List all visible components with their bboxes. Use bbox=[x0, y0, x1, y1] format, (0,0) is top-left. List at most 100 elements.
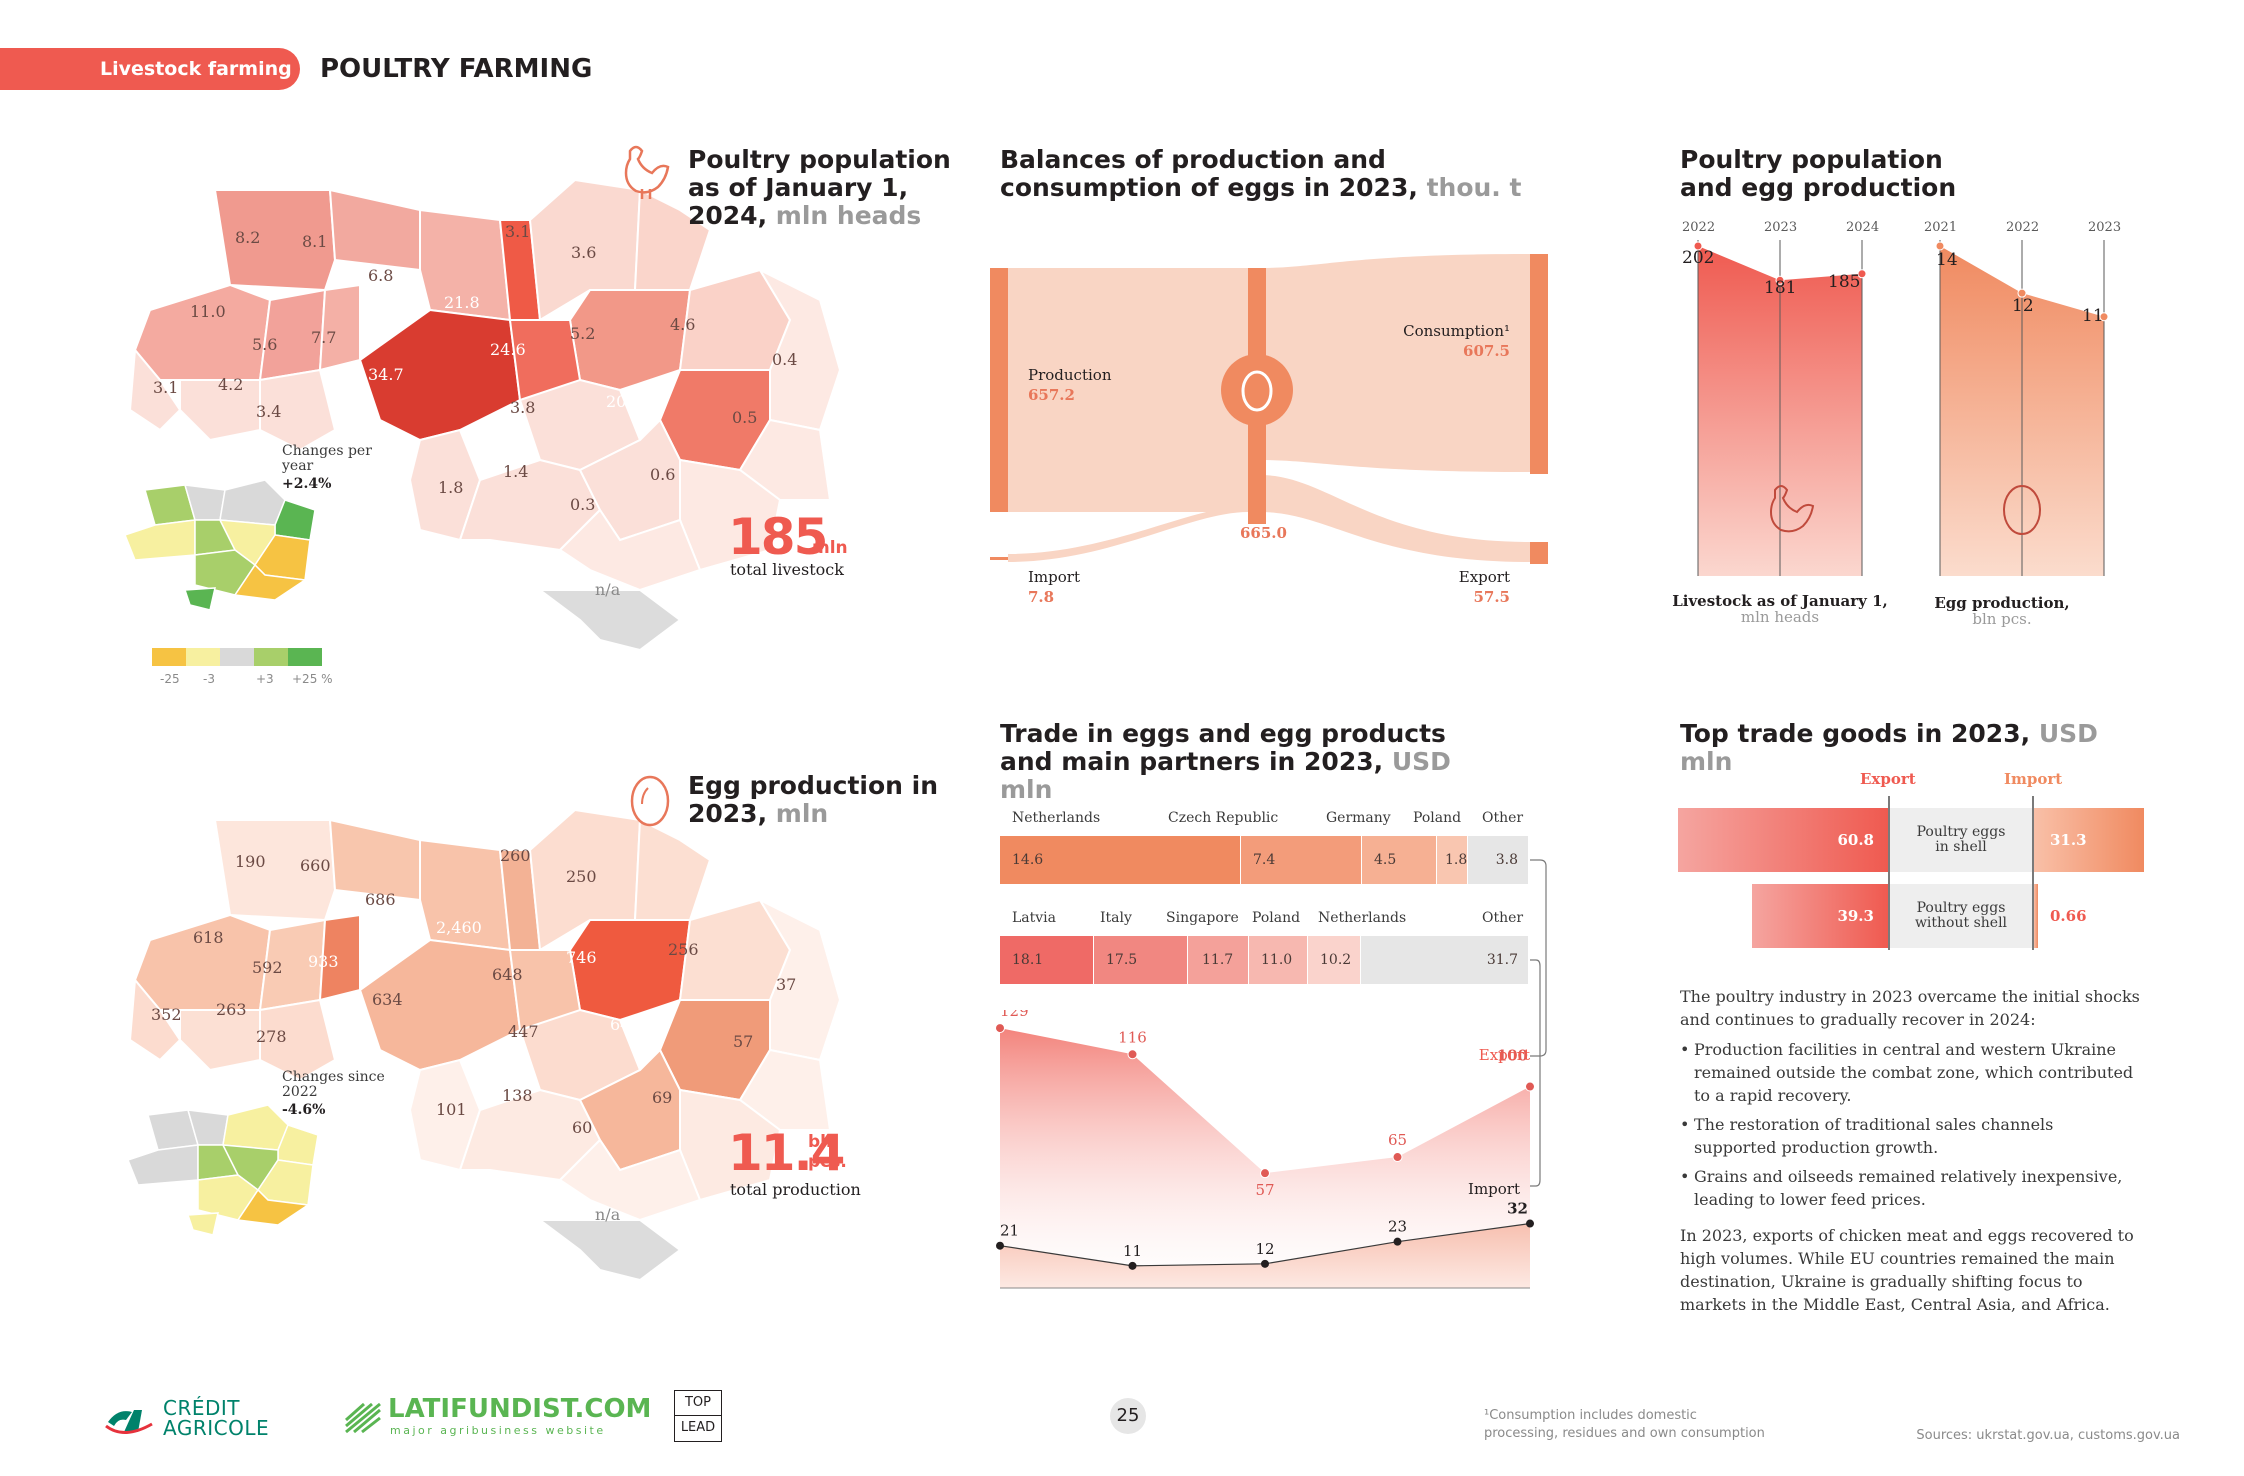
egg-icon bbox=[630, 775, 670, 827]
region-value: 69 bbox=[652, 1088, 673, 1107]
region-value: 618 bbox=[193, 928, 224, 947]
region-value: 256 bbox=[668, 940, 699, 959]
export-partner-bar: 3.8 bbox=[1468, 836, 1528, 884]
egg-point bbox=[1935, 241, 1945, 251]
egg-value: 12 bbox=[2012, 296, 2034, 316]
import-bar bbox=[2034, 884, 2038, 948]
chicken-icon bbox=[624, 145, 670, 199]
export-partner-name: Other bbox=[1482, 810, 1524, 826]
livestock-unit: mln heads bbox=[1740, 608, 1820, 626]
egg-total-value: 11.4 bbox=[728, 1124, 845, 1182]
export-partner-name: Netherlands bbox=[1012, 810, 1101, 826]
year-label: 2024 bbox=[1846, 220, 1880, 235]
region-value: 686 bbox=[365, 890, 396, 909]
import-partner-bar: 17.5 bbox=[1094, 936, 1187, 984]
import-value-label: 0.66 bbox=[2050, 907, 2087, 925]
export-value-label: 116 bbox=[1118, 1028, 1147, 1046]
region-value: 352 bbox=[151, 1005, 182, 1024]
poultry-total-unit: mln bbox=[812, 538, 848, 558]
egg-icon bbox=[1241, 370, 1273, 412]
import-partner-bar: 31.7 bbox=[1361, 936, 1528, 984]
import-series-label: Import bbox=[1468, 1180, 1520, 1198]
section-tag-label: Livestock farming bbox=[100, 58, 292, 80]
import-partner-name: Latvia bbox=[1012, 910, 1057, 926]
export-value-label: 100 bbox=[1497, 1047, 1528, 1065]
region-value: 5.6 bbox=[252, 335, 278, 354]
legend-label: -25 bbox=[160, 672, 180, 686]
poultry-change-value: +2.4% bbox=[282, 476, 332, 492]
region-value: 60 bbox=[572, 1118, 593, 1137]
page-number: 25 bbox=[1110, 1398, 1146, 1434]
poultry-change-minimap bbox=[125, 480, 316, 610]
region-value: 7.7 bbox=[311, 328, 337, 347]
poultry-total-value: 185 bbox=[728, 508, 828, 566]
latifundist-logo: LATIFUNDIST.COM bbox=[388, 1394, 652, 1424]
sources: Sources: ukrstat.gov.ua, customs.gov.ua bbox=[1916, 1428, 2180, 1443]
import-point bbox=[1526, 1219, 1534, 1228]
region-value: 592 bbox=[252, 958, 283, 977]
region-value: 4.6 bbox=[670, 315, 696, 334]
top-trade-export-header: Export bbox=[1860, 770, 1916, 788]
egg-icon bbox=[2003, 485, 2041, 535]
import-point bbox=[1393, 1237, 1402, 1246]
region-value: 1.4 bbox=[503, 462, 529, 481]
region-value: 278 bbox=[256, 1027, 287, 1046]
region-value: 3.6 bbox=[571, 243, 597, 262]
year-label: 2023 bbox=[2088, 220, 2122, 235]
livestock-value: 202 bbox=[1682, 248, 1715, 268]
import-point bbox=[1128, 1261, 1137, 1270]
region-value: 4.2 bbox=[218, 375, 244, 394]
legend-label: +3 bbox=[256, 672, 274, 686]
region-value: 746 bbox=[566, 948, 597, 967]
region-value: 8.1 bbox=[302, 232, 328, 251]
pop-egg-title: Poultry population and egg production bbox=[1680, 145, 1957, 202]
region-value: 57 bbox=[733, 1032, 754, 1051]
import-value-label: 21 bbox=[1000, 1222, 1019, 1240]
region-value: 6.8 bbox=[368, 266, 394, 285]
year-label: 2022 bbox=[1682, 220, 1716, 235]
credit-agricole-logo bbox=[105, 1410, 153, 1434]
consumption-label: Consumption¹ bbox=[1403, 322, 1510, 340]
import-partner-name: Netherlands bbox=[1318, 910, 1407, 926]
region-value: 646 bbox=[610, 1015, 641, 1034]
import-partner-name: Singapore bbox=[1166, 910, 1239, 926]
export-partner-name: Czech Republic bbox=[1168, 810, 1279, 826]
top-trade-title: Top trade goods in 2023, USD mln bbox=[1680, 719, 2098, 776]
bullet: The restoration of traditional sales cha… bbox=[1694, 1115, 2054, 1157]
pop-egg-chart bbox=[1693, 240, 2109, 576]
export-partner-bar: 4.5 bbox=[1362, 836, 1436, 884]
bullet: Grains and oilseeds remained relatively … bbox=[1694, 1167, 2123, 1209]
import-partner-bar: 10.2 bbox=[1308, 936, 1360, 984]
region-value: 250 bbox=[566, 867, 597, 886]
trade-good-name: Poultry eggs without shell bbox=[1890, 884, 2032, 948]
export-partner-name: Poland bbox=[1413, 810, 1462, 826]
export-bar: 60.8 bbox=[1678, 808, 1888, 872]
region-value: 3.8 bbox=[510, 398, 536, 417]
region-value: 260 bbox=[500, 846, 531, 865]
latifundist-logo-icon bbox=[345, 1402, 381, 1434]
region-value: 2,460 bbox=[436, 918, 482, 937]
egg-map bbox=[128, 808, 840, 1280]
region-value: 8.2 bbox=[235, 228, 261, 247]
region-value: 11.0 bbox=[190, 302, 226, 321]
region-value: 5.2 bbox=[570, 324, 596, 343]
livestock-value: 185 bbox=[1828, 272, 1861, 292]
chicken-icon bbox=[1769, 485, 1815, 533]
region-value: 101 bbox=[436, 1100, 467, 1119]
trade-good-name: Poultry eggs in shell bbox=[1890, 808, 2032, 872]
egg-change-value: -4.6% bbox=[282, 1102, 326, 1118]
import-value-label: 32 bbox=[1507, 1200, 1528, 1218]
year-label: 2023 bbox=[1764, 220, 1798, 235]
import-partner-name: Italy bbox=[1100, 910, 1132, 926]
region-value: 3.1 bbox=[153, 378, 179, 397]
balance-title: Balances of production and consumption o… bbox=[1000, 145, 1522, 202]
export-bar: 39.3 bbox=[1752, 884, 1888, 948]
egg-point bbox=[2099, 312, 2109, 322]
footnote-2: processing, residues and own consumption bbox=[1484, 1426, 1765, 1441]
crimea-label: n/a bbox=[595, 580, 621, 599]
balance-sankey bbox=[990, 254, 1548, 564]
export-value: 57.5 bbox=[1473, 588, 1510, 606]
poultry-map-title: Poultry population as of January 1, 2024… bbox=[688, 145, 951, 230]
livestock-point bbox=[1693, 241, 1703, 251]
